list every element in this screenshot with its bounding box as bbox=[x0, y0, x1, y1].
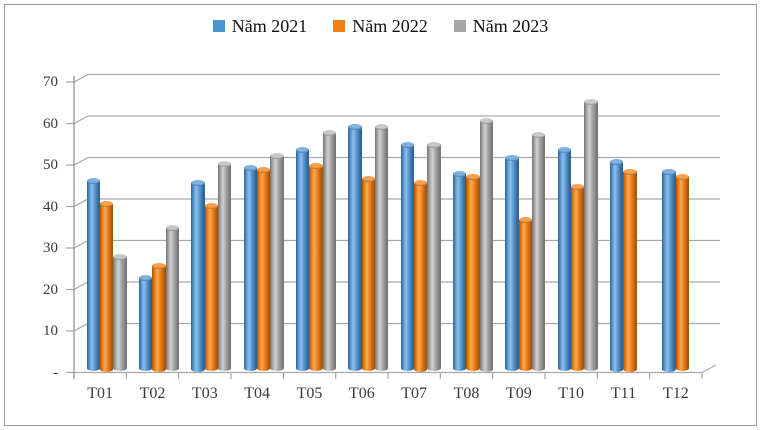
x-axis-label-t05: T05 bbox=[296, 385, 323, 402]
bar-năm-2022-t04 bbox=[257, 167, 271, 372]
y-tick-label-10: 10 bbox=[43, 323, 58, 339]
bar-năm-2022-t11 bbox=[623, 169, 638, 372]
legend-label-nam-2023: Năm 2023 bbox=[472, 16, 549, 36]
bar-năm-2022-t01 bbox=[100, 200, 114, 372]
bar-năm-2021-t05 bbox=[295, 146, 310, 372]
bar-năm-2022-t12 bbox=[675, 173, 690, 372]
bar-năm-2023-t01 bbox=[113, 254, 128, 372]
bar-năm-2022-t02 bbox=[152, 262, 167, 372]
x-axis-label-t03: T03 bbox=[191, 385, 218, 402]
bar-năm-2023-t10 bbox=[584, 98, 599, 372]
y-tick-label-30: 30 bbox=[43, 240, 58, 256]
x-axis-label-t01: T01 bbox=[87, 385, 114, 402]
legend-label-nam-2022: Năm 2022 bbox=[352, 16, 428, 36]
bar-năm-2022-t07 bbox=[414, 179, 428, 372]
bar-năm-2023-t02 bbox=[165, 225, 180, 372]
legend-item-nam-2022: Năm 2022 bbox=[333, 16, 428, 36]
x-axis-label-t12: T12 bbox=[662, 385, 689, 402]
chart-legend: Năm 2021 Năm 2022 Năm 2023 bbox=[0, 16, 761, 36]
y-tick-label-20: 20 bbox=[43, 281, 58, 298]
y-tick-label-60: 60 bbox=[43, 115, 58, 132]
bar-năm-2023-t04 bbox=[270, 152, 285, 372]
bar-năm-2022-t10 bbox=[571, 183, 585, 372]
bar-năm-2022-t05 bbox=[309, 163, 324, 372]
y-tick-label-50: 50 bbox=[43, 157, 58, 173]
bar-năm-2022-t09 bbox=[518, 217, 533, 372]
bar-năm-2021-t02 bbox=[138, 275, 153, 372]
bar-năm-2021-t07 bbox=[400, 142, 415, 372]
bar-năm-2021-t12 bbox=[662, 169, 677, 372]
bar-năm-2021-t11 bbox=[609, 159, 624, 372]
bar-năm-2023-t08 bbox=[479, 117, 494, 372]
bar-năm-2022-t03 bbox=[204, 202, 219, 372]
legend-swatch-nam-2023-icon bbox=[453, 20, 466, 32]
legend-item-nam-2021: Năm 2021 bbox=[212, 16, 308, 36]
bar-năm-2022-t06 bbox=[361, 175, 376, 372]
bar-năm-2021-t03 bbox=[191, 179, 206, 372]
x-axis-label-t06: T06 bbox=[348, 385, 375, 402]
bar-năm-2023-t06 bbox=[375, 123, 389, 372]
bar-năm-2021-t10 bbox=[557, 146, 572, 372]
x-axis-label-t07: T07 bbox=[401, 385, 428, 402]
bar-năm-2021-t01 bbox=[86, 177, 101, 372]
x-axis-label-t04: T04 bbox=[244, 385, 271, 402]
bar-năm-2021-t04 bbox=[243, 165, 258, 372]
x-axis-label-t10: T10 bbox=[558, 385, 585, 402]
legend-item-nam-2023: Năm 2023 bbox=[453, 16, 549, 36]
bar-năm-2021-t08 bbox=[452, 171, 467, 372]
bar-năm-2023-t05 bbox=[322, 129, 337, 372]
y-tick-label--: - bbox=[53, 364, 58, 381]
x-axis-label-t08: T08 bbox=[453, 385, 480, 402]
bar-năm-2021-t06 bbox=[348, 123, 363, 372]
bar-năm-2023-t03 bbox=[218, 161, 232, 372]
y-tick-label-40: 40 bbox=[43, 198, 58, 215]
bar-năm-2021-t09 bbox=[505, 154, 520, 372]
bar-năm-2023-t09 bbox=[532, 132, 546, 372]
legend-swatch-nam-2021-icon bbox=[212, 20, 225, 32]
x-axis-label-t02: T02 bbox=[139, 385, 166, 402]
legend-swatch-nam-2022-icon bbox=[333, 20, 346, 32]
bar-năm-2022-t08 bbox=[466, 173, 481, 372]
y-tick-label-70: 70 bbox=[43, 74, 58, 90]
bar-năm-2023-t07 bbox=[427, 142, 442, 372]
x-axis-label-t09: T09 bbox=[505, 385, 532, 402]
x-axis-label-t11: T11 bbox=[610, 385, 637, 402]
legend-label-nam-2021: Năm 2021 bbox=[231, 16, 308, 36]
